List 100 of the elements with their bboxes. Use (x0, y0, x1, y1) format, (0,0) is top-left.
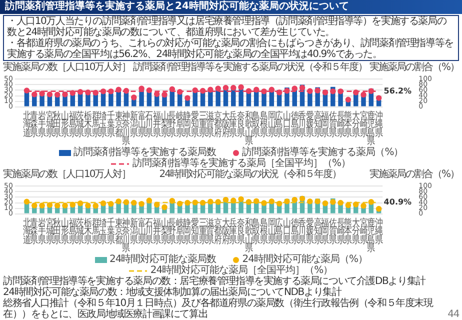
x-tick-label: 鳥取県 (252, 111, 260, 139)
x-tick-label: 滋賀県 (206, 111, 214, 139)
x-tick-label: 岩手県 (38, 111, 46, 139)
x-tick-label: 富山県 (138, 218, 146, 246)
point (253, 86, 260, 93)
point (376, 95, 382, 101)
point (92, 90, 99, 96)
x-tick-label: 宮崎県 (360, 111, 368, 139)
data-label: 56.2% (384, 86, 412, 96)
point (123, 199, 130, 206)
x-tick-label: 熊本県 (344, 218, 352, 246)
x-tick-label: 長野県 (168, 111, 176, 139)
point (246, 199, 252, 205)
x-tick-label: 岡山県 (268, 111, 276, 139)
x-tick-label: 大分県 (352, 218, 360, 246)
point (31, 202, 38, 208)
x-tick-label: 埼玉県 (99, 111, 108, 139)
x-tick-label: 高知県 (314, 111, 322, 139)
x-tick-label: 茨城県 (76, 218, 84, 246)
point (116, 198, 122, 204)
x-tick-label: 青森県 (30, 111, 38, 139)
point (208, 86, 214, 93)
text: 訪問薬剤管理指導等を実施する薬局の数：居宅療養管理指導を実施する薬局について介護DBより集計 (3, 276, 427, 287)
x-tick-label: 岐阜県 (176, 218, 184, 246)
x-tick-label: 宮崎県 (360, 218, 368, 246)
point (200, 88, 206, 94)
point (276, 200, 282, 206)
x-tick-label: 佐賀県 (328, 111, 337, 139)
point (54, 92, 60, 98)
x-tick-label: 岩手県 (38, 218, 46, 246)
point (307, 198, 313, 204)
point (268, 86, 275, 93)
x-tick-label: 和歌山県 (244, 218, 253, 254)
x-tick-label: 沖縄県 (374, 218, 383, 246)
x-tick-label: 福島県 (68, 218, 77, 246)
x-tick-label: 山梨県 (160, 218, 168, 246)
x-tick-label: 山形県 (61, 218, 69, 246)
data-label: 40.9% (384, 198, 412, 207)
point (46, 91, 53, 98)
x-tick-label: 愛媛県 (306, 111, 314, 139)
x-tick-label: 宮城県 (46, 218, 54, 246)
x-tick-label: 千葉県 (106, 111, 115, 139)
point (299, 196, 306, 202)
text: 44 (448, 309, 459, 320)
point (345, 202, 352, 208)
x-tick-label: 茨城県 (76, 111, 84, 139)
x-tick-label: 福井県 (152, 218, 161, 246)
bar (124, 92, 129, 106)
x-tick-label: 神奈川県 (122, 218, 130, 254)
point (322, 200, 328, 206)
point (116, 86, 122, 93)
point (176, 200, 183, 206)
point (330, 88, 336, 94)
x-tick-label: 沖縄県 (374, 111, 383, 139)
x-tick-label: 東京都 (114, 111, 123, 139)
point (307, 88, 313, 94)
x-tick-label: 福井県 (152, 111, 161, 139)
point (292, 196, 298, 203)
x-tick-label: 東京都 (114, 218, 123, 246)
x-tick-label: 愛知県 (191, 218, 200, 246)
legend-label: 24時間対応可能な薬局（%） (242, 254, 368, 265)
x-tick-label: 岐阜県 (176, 111, 184, 139)
x-tick-label: 北海道 (22, 111, 31, 139)
text: 総務省人口推計（令和５年10月１日時点）及び各都道府県の薬局数（衛生行政報告例（令和５年度末現在））をもとに、医政局地域医療計画課にて算出 (3, 298, 434, 320)
text: 24時間対応可能な薬局の数：地域支援体制加算の届出薬局についてNDBより集計 (3, 287, 342, 298)
x-tick-label: 静岡県 (183, 218, 192, 246)
text: ・各都道府県の薬局のうち、これらの対応が可能な薬局の割合にもばらつきがあり、訪問薬剤管理指導等を実施する薬局の全国平均は56.2%、24時間対応可能な薬局の全国平均は40.9%であった。 (7, 38, 454, 60)
x-tick-label: 石川県 (145, 218, 154, 246)
x-tick-label: 山形県 (61, 111, 69, 139)
point (162, 204, 168, 210)
point (192, 200, 198, 206)
point (100, 200, 106, 206)
x-tick-label: 京都府 (214, 218, 222, 246)
point (208, 198, 214, 205)
point (230, 84, 236, 91)
point (352, 90, 359, 96)
x-tick-label: 新潟県 (130, 111, 138, 139)
x-tick-label: 福島県 (68, 111, 77, 139)
point (108, 200, 114, 207)
x-tick-label: 静岡県 (183, 111, 192, 139)
point (146, 87, 152, 94)
x-tick-label: 群馬県 (92, 218, 100, 246)
x-tick-label: 滋賀県 (206, 218, 214, 246)
x-tick-label: 長崎県 (336, 111, 345, 139)
point (100, 88, 106, 94)
x-tick-label: 鹿児島県 (367, 111, 376, 148)
x-tick-label: 長野県 (168, 218, 176, 246)
point (77, 88, 84, 95)
bar (108, 94, 114, 106)
point (338, 88, 344, 94)
x-tick-label: 大分県 (352, 111, 360, 139)
point (314, 198, 320, 204)
point (54, 202, 60, 208)
bar (216, 90, 220, 106)
x-tick-label: 島根県 (260, 218, 268, 246)
point (299, 84, 306, 91)
point (162, 92, 168, 98)
x-tick-label: 香川県 (298, 111, 306, 139)
x-tick-label: 広島県 (275, 111, 284, 139)
point (215, 86, 221, 92)
